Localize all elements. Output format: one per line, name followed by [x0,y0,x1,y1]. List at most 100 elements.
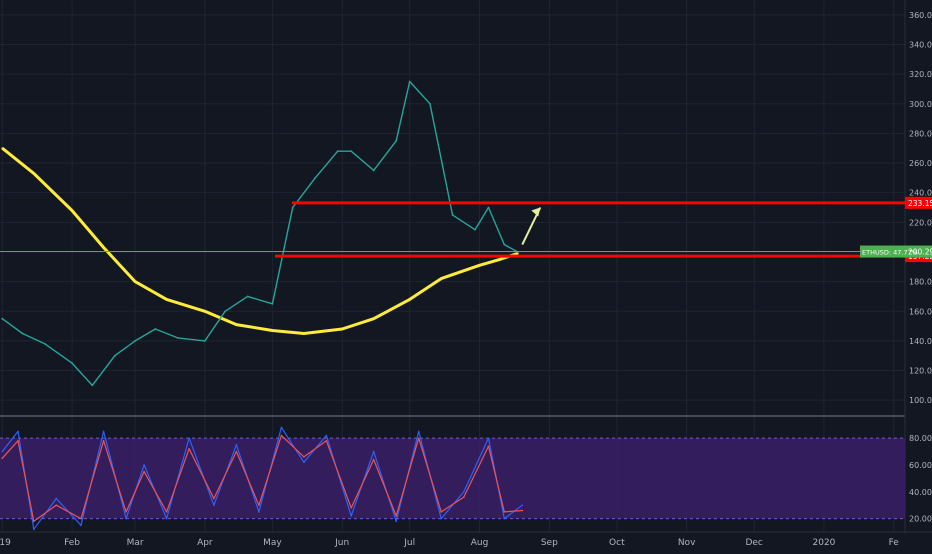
y-tick-label: 140.00 [909,337,932,346]
price-series-point [113,354,116,357]
y-tick-label: 220.00 [909,218,932,227]
price-series-point [350,150,353,153]
price-series-point [134,339,136,342]
x-tick-label: Mar [127,538,144,548]
oscillator-series-point [372,458,375,461]
oscillator-series-point [462,496,465,498]
x-tick-label: Dec [745,538,762,548]
oscillator-series-point [280,434,283,437]
price-series-point [516,252,519,255]
x-tick-label: Nov [678,538,696,548]
price-series-point [165,298,168,301]
oscillator-series-point [417,437,420,439]
price-series-point [372,317,375,320]
price-series-point [21,332,24,335]
oscillator-series-point [102,440,105,442]
price-series-point [32,172,35,175]
price-series-point [478,264,481,267]
oscillator-series-point [487,445,490,447]
x-tick-label: Jun [334,538,349,548]
oscillator-series-point [235,444,238,446]
oscillator-series-point [165,517,168,520]
oscillator-series-point [521,504,524,506]
price-label-box [905,196,932,209]
oscillator-series-point [280,426,283,429]
oscillator-series-point [213,497,215,500]
x-tick-label: Jul [403,538,415,548]
oscillator-series-point [440,511,443,513]
oscillator-series-point [350,515,352,517]
oscillator-series-point [372,450,375,453]
price-series-point [246,295,249,298]
price-series-point [1,147,4,150]
y-tick-label: 280.00 [909,129,932,138]
x-tick-label: May [263,538,282,548]
oscillator-series-point [462,490,465,493]
oscillator-series-point [303,456,305,458]
oscillator-series-point [55,504,58,506]
price-series-point [291,206,294,209]
y-tick-label: 260.00 [909,159,932,168]
price-series-point [303,332,305,335]
y-tick-label: 120.00 [909,367,932,376]
price-series-point [203,310,206,313]
price-series-point [102,246,105,249]
price-series-point [451,214,454,216]
oscillator-series-point [213,504,215,506]
price-series-point [71,209,73,212]
oscillator-series-point [235,450,238,453]
y-tick-label: 160.00 [909,307,932,316]
oscillator-series-point [32,528,35,531]
price-series-point [341,328,344,330]
price-series-point [395,139,398,142]
price-label: 233.15 [908,199,932,208]
x-tick-label: Aug [471,538,489,548]
oscillator-tick-label: 40.00 [909,488,932,497]
x-tick-label: 2020 [813,538,836,548]
oscillator-series-point [165,511,168,513]
oscillator-series-point [55,497,58,500]
price-series-point [314,176,317,179]
price-series-point [271,329,274,332]
oscillator-series-point [1,457,4,460]
symbol-label: ETHUSD: 47.77% [862,249,918,257]
y-tick-label: 100.00 [909,396,932,405]
y-tick-label: 340.00 [909,40,932,49]
oscillator-series-point [1,450,4,453]
oscillator-series-point [487,437,490,439]
price-series-point [71,362,73,365]
x-tick-label: Sep [541,538,558,548]
oscillator-series-point [503,517,506,520]
y-tick-label: 320.00 [909,70,932,79]
oscillator-series-point [125,511,127,513]
price-series-point [134,280,136,283]
oscillator-series-point [188,448,190,450]
price-series-point [408,80,411,83]
price-series-point [336,150,339,153]
x-tick-label: Oct [609,538,625,548]
oscillator-series-point [350,507,352,509]
price-series-point [1,317,4,320]
oscillator-series-point [143,464,145,466]
oscillator-tick-label: 80.00 [909,434,932,443]
x-tick-label: Feb [64,538,80,548]
oscillator-series-point [188,437,190,439]
x-tick-label: Fe [889,538,900,548]
price-series-point [408,298,411,301]
y-tick-label: 300.00 [909,100,932,109]
y-tick-label: 240.00 [909,189,932,198]
oscillator-series-point [303,461,305,464]
oscillator-series-point [80,517,82,520]
oscillator-series-point [258,504,260,506]
oscillator-series-point [521,509,524,512]
oscillator-series-point [417,430,420,433]
oscillator-series-point [80,524,82,527]
oscillator-tick-label: 60.00 [909,461,932,470]
price-series-point [271,302,274,305]
price-series-point [503,243,506,246]
price-series-point [487,206,490,209]
price-series-point [203,339,206,342]
price-series-point [235,323,238,326]
